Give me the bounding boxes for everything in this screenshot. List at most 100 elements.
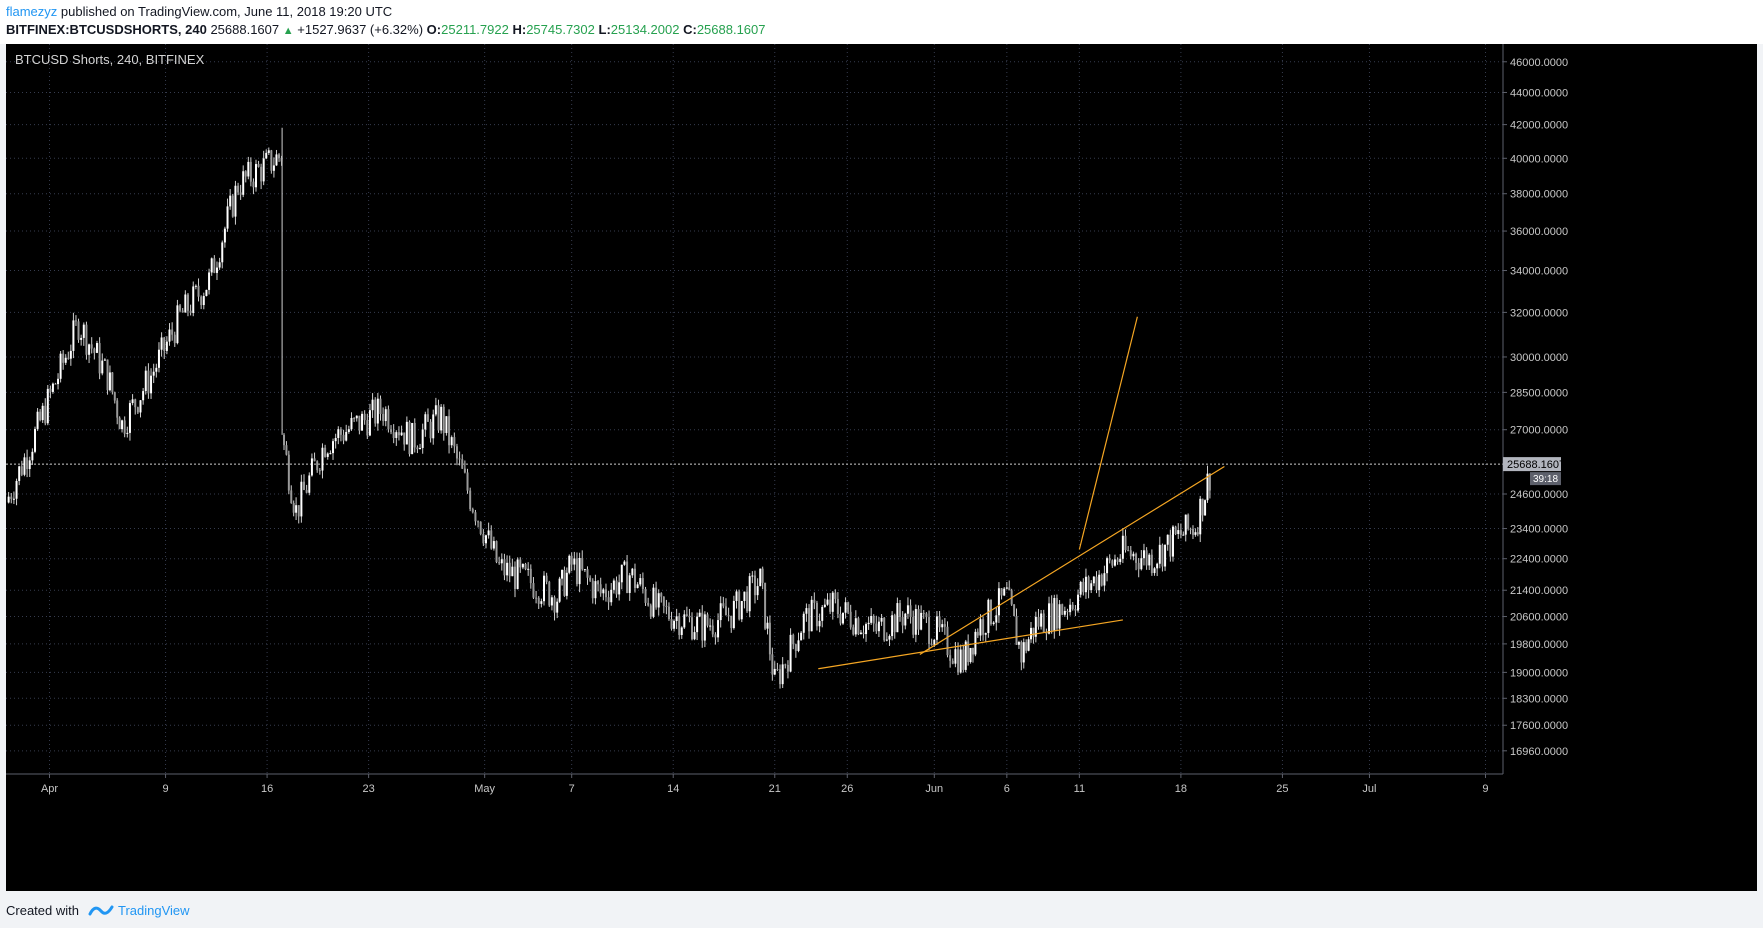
candle-body <box>573 558 576 565</box>
candle-body <box>262 158 265 182</box>
candle-body <box>339 429 342 435</box>
candle-body <box>885 639 888 641</box>
candle-body <box>649 605 652 617</box>
candle-body <box>808 608 811 632</box>
candle-body <box>992 622 995 625</box>
candle-body <box>229 195 232 207</box>
tradingview-logo-icon[interactable] <box>88 902 114 918</box>
candle-body <box>565 572 568 596</box>
candle-body <box>698 612 701 617</box>
candle-body <box>1166 534 1169 545</box>
candle-body <box>324 447 327 457</box>
candle-body <box>511 566 514 577</box>
candle-body <box>789 634 792 672</box>
candle-body <box>267 150 270 153</box>
candle-body <box>1020 642 1023 663</box>
candle-body <box>920 612 923 630</box>
candle-body <box>537 597 540 604</box>
trendlines[interactable] <box>818 316 1225 670</box>
candle-body <box>400 432 403 436</box>
x-tick-label: May <box>474 783 495 795</box>
author-link[interactable]: flamezyz <box>6 4 58 19</box>
close-label: C: <box>683 22 697 37</box>
candle-body <box>358 415 361 431</box>
candle-body <box>1027 639 1030 651</box>
candle-body <box>959 649 962 673</box>
candle-body <box>506 562 509 576</box>
candle-body <box>1106 558 1109 574</box>
candle-body <box>815 602 818 627</box>
candle-body <box>703 614 706 641</box>
candle-body <box>964 641 967 670</box>
y-tick-label: 46000.0000 <box>1510 57 1568 69</box>
open-value: 25211.7922 <box>441 22 509 37</box>
y-tick-label: 22400.0000 <box>1510 554 1568 566</box>
candle-body <box>628 575 631 593</box>
candle-body <box>242 171 245 195</box>
candle-body <box>98 343 101 374</box>
candle-body <box>867 622 870 625</box>
candle-body <box>821 606 824 621</box>
candle-body <box>667 606 670 620</box>
candle-body <box>901 616 904 626</box>
candle-body <box>962 649 965 670</box>
low-value: 25134.2002 <box>610 22 680 37</box>
candle-body <box>64 357 67 363</box>
candle-body <box>722 603 725 607</box>
x-tick-label: 11 <box>1074 783 1085 795</box>
candle-body <box>849 611 852 628</box>
price-chart[interactable]: 46000.0000 44000.0000 42000.0000 40000.0000… <box>6 44 1757 891</box>
candle-body <box>350 417 353 430</box>
candle-body <box>184 294 187 313</box>
candle-body <box>967 641 970 663</box>
candle-body <box>581 557 584 570</box>
candle-body <box>930 643 933 645</box>
candle-body <box>305 489 308 493</box>
candle-body <box>118 417 121 430</box>
candle-body <box>880 617 883 622</box>
candle-body <box>419 447 422 450</box>
grid <box>6 44 1503 774</box>
candle-body <box>665 605 668 607</box>
candle-body <box>108 372 111 391</box>
candle-body <box>683 614 686 628</box>
candle-body <box>657 593 660 608</box>
candle-body <box>768 622 771 655</box>
chart-header: flamezyz published on TradingView.com, J… <box>0 0 1763 44</box>
y-tick-label: 24600.0000 <box>1510 489 1568 501</box>
trendline[interactable] <box>818 619 1123 670</box>
candle-body <box>239 192 242 195</box>
candle-body <box>179 305 182 311</box>
candle-body <box>1148 554 1151 566</box>
candle-body <box>1108 558 1111 561</box>
candle-body <box>366 420 369 436</box>
candle-body <box>382 414 385 422</box>
candle-body <box>303 481 306 490</box>
y-tick-label: 16960.0000 <box>1510 746 1568 758</box>
tradingview-brand-link[interactable]: TradingView <box>118 903 190 918</box>
candle-body <box>495 541 498 563</box>
candle-body <box>374 399 377 424</box>
candle-body <box>527 568 530 570</box>
candle-body <box>976 631 979 636</box>
candle-body <box>553 597 556 613</box>
candle-body <box>1071 604 1074 610</box>
candle-body <box>67 357 70 359</box>
candle-body <box>1191 528 1194 535</box>
candle-body <box>1066 610 1069 613</box>
price-change: +1527.9637 (+6.32%) <box>297 22 424 37</box>
candle-body <box>157 349 160 368</box>
close-value: 25688.1607 <box>696 22 766 37</box>
candle-body <box>805 608 808 614</box>
candle-body <box>18 466 21 481</box>
candle-body <box>223 228 226 243</box>
x-tick-label: Jun <box>925 783 943 795</box>
trendline[interactable] <box>919 465 1225 655</box>
candle-body <box>1135 553 1138 563</box>
x-tick-label: 14 <box>667 783 679 795</box>
chart-area[interactable]: 46000.0000 44000.0000 42000.0000 40000.0000… <box>6 44 1757 891</box>
candle-body <box>482 533 485 544</box>
trendline[interactable] <box>1078 316 1138 550</box>
open-label: O: <box>426 22 442 37</box>
candle-body <box>1069 604 1072 613</box>
